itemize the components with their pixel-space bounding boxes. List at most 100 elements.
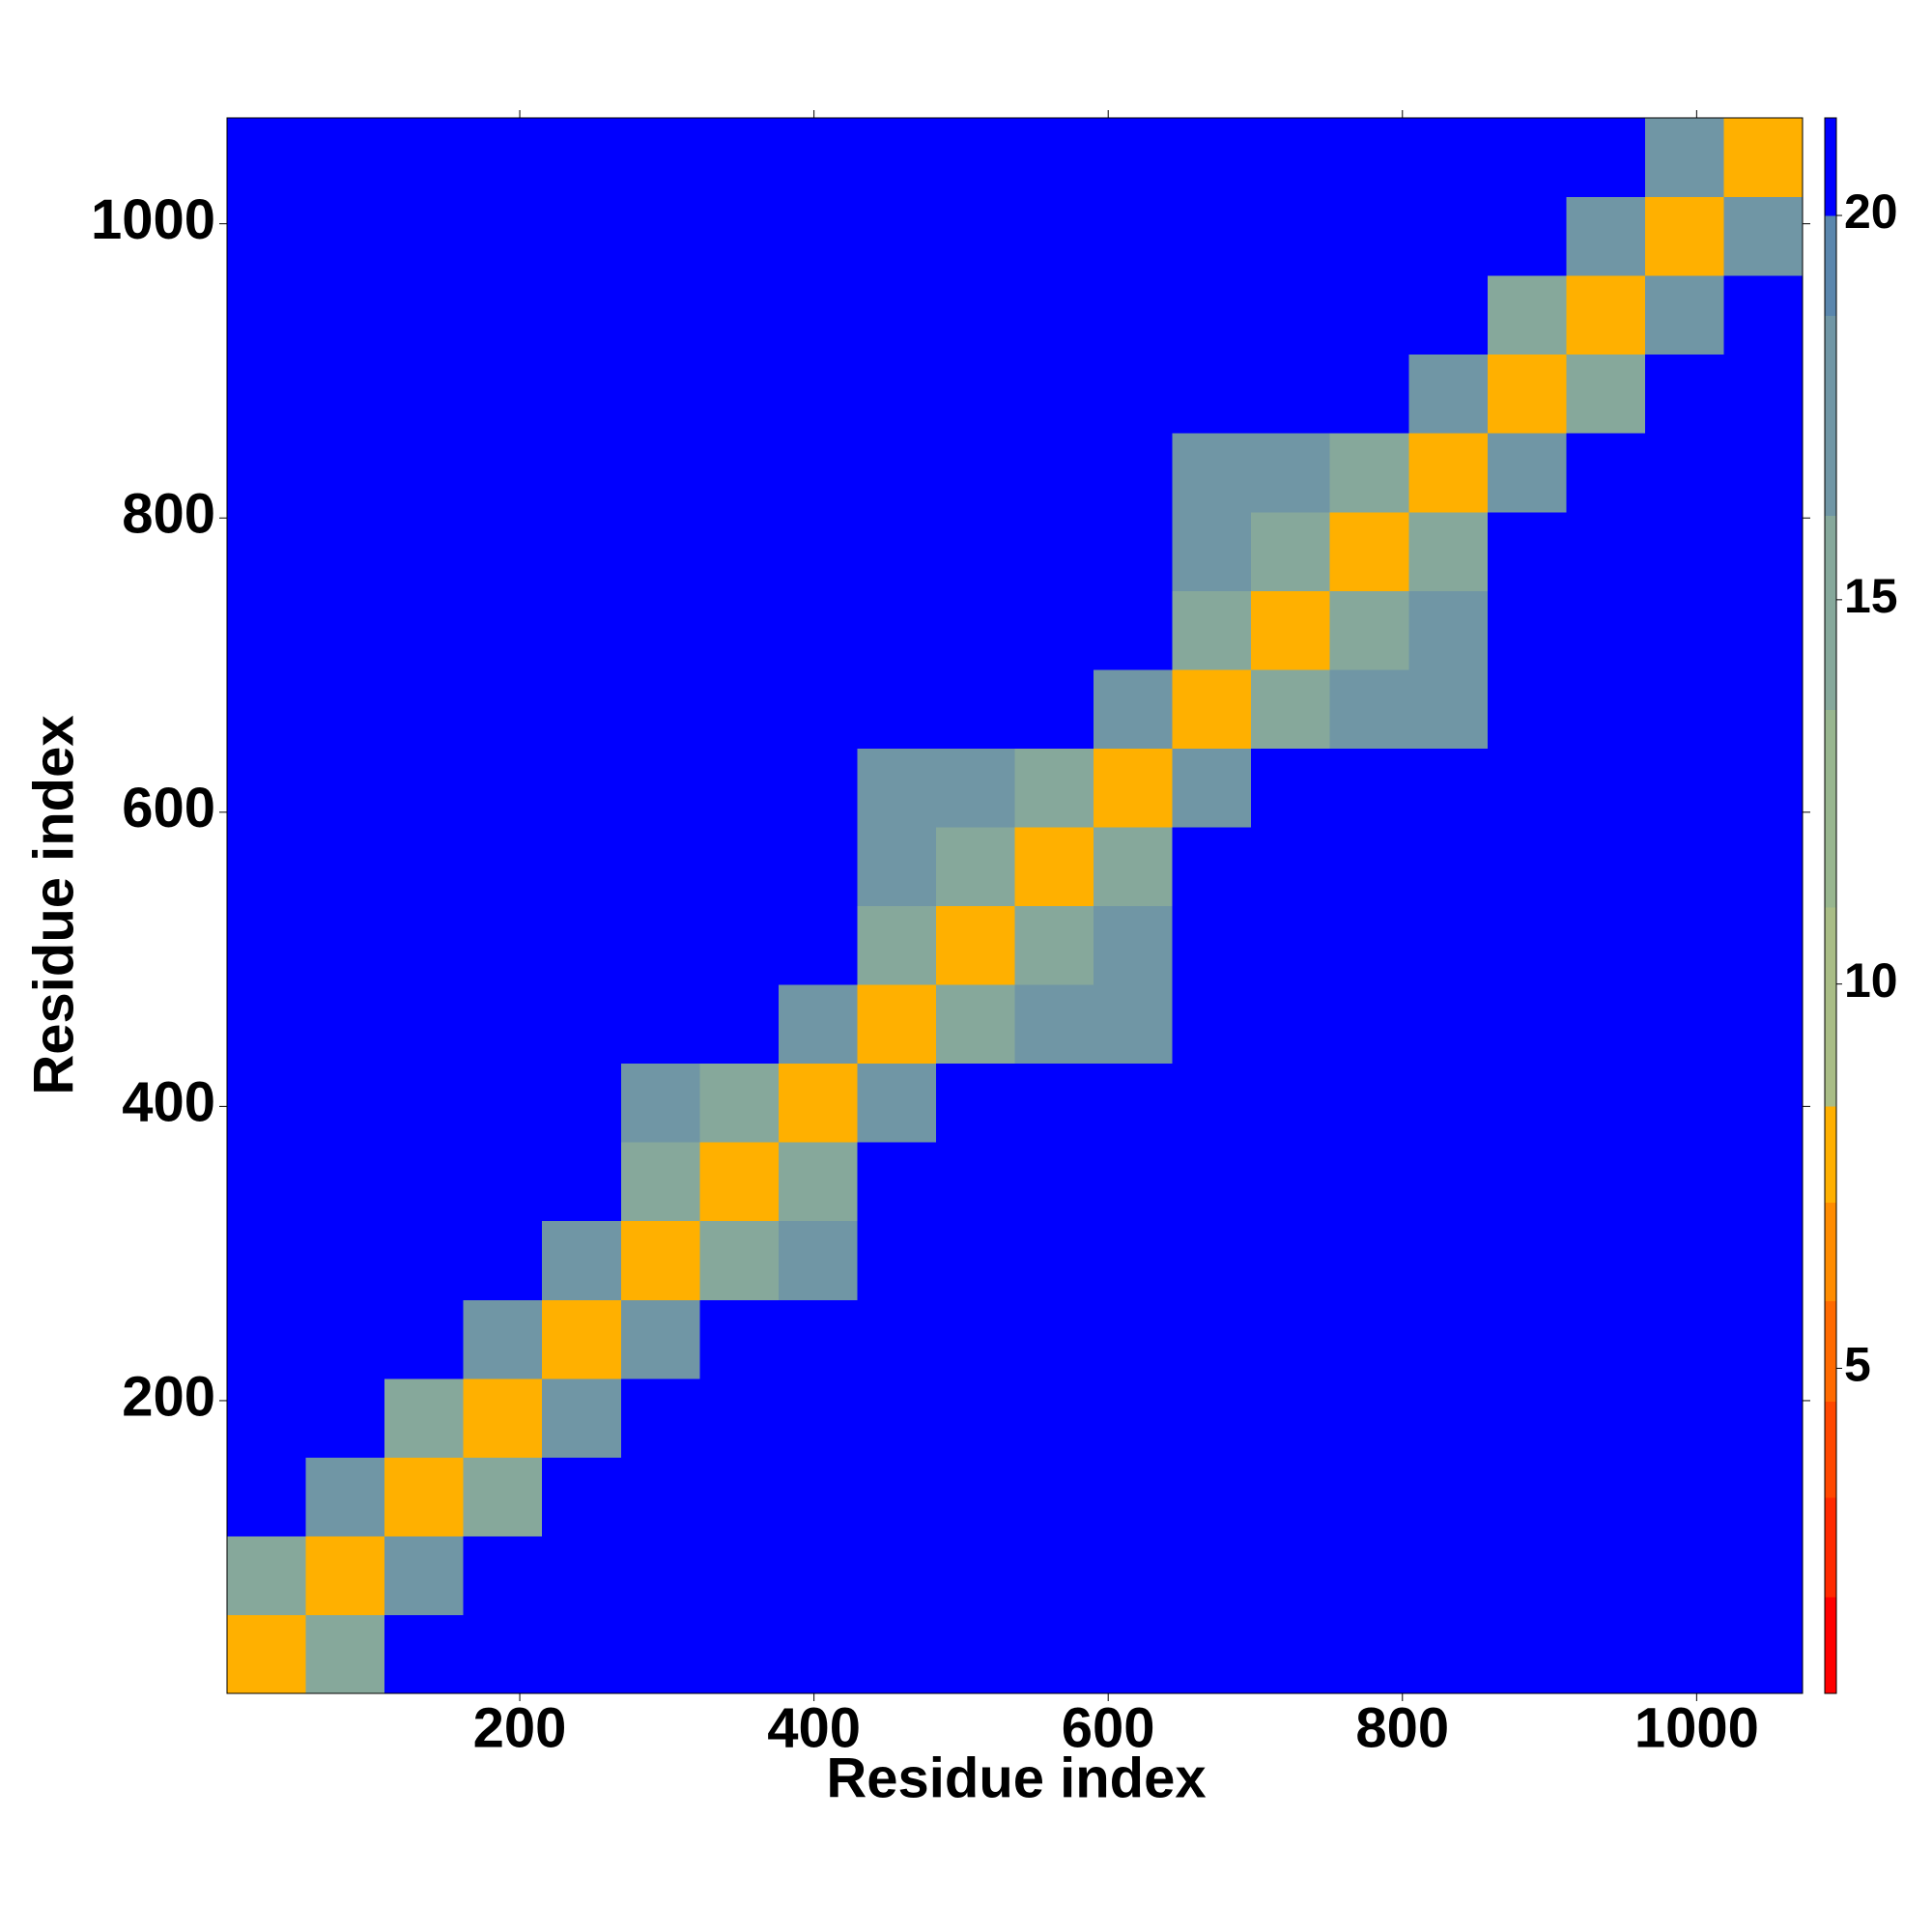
heatmap-cell [1014,1299,1094,1379]
heatmap-cell [305,118,385,198]
heatmap-cell [1487,1063,1567,1143]
heatmap-cell [935,905,1015,985]
heatmap-cell [1014,826,1094,906]
heatmap-cell [1172,984,1252,1065]
heatmap-cell [305,826,385,906]
heatmap-cell [463,984,543,1065]
heatmap-cell [1251,984,1331,1065]
heatmap-cell [857,1299,937,1379]
heatmap-cell [1329,1378,1409,1458]
heatmap-cell [542,826,622,906]
heatmap-cell [1723,905,1804,985]
colorbar-level [1825,1401,1836,1498]
heatmap-cell [699,668,780,749]
heatmap-cell [1408,1457,1489,1537]
heatmap-cell [463,275,543,355]
heatmap-cell [227,826,307,906]
heatmap-cell [1644,826,1724,906]
heatmap-cell [1172,1220,1252,1300]
heatmap-cell [778,1457,858,1537]
heatmap-cell [542,1142,622,1222]
heatmap-cell [1408,1535,1489,1615]
heatmap-cell [1566,433,1646,513]
heatmap-cell [699,275,780,355]
heatmap-cell [227,118,307,198]
heatmap-cell [305,1063,385,1143]
heatmap-cell [384,984,465,1065]
heatmap-cell [778,275,858,355]
heatmap-cell [227,354,307,434]
heatmap-cell [699,433,780,513]
colorbar-level [1825,709,1836,908]
heatmap-cell [1723,1457,1804,1537]
heatmap-cell [1487,590,1567,670]
heatmap-cell [1566,748,1646,828]
heatmap-cell [620,590,700,670]
heatmap-cell [1014,433,1094,513]
heatmap-cell [384,1142,465,1222]
heatmap-cell [1644,590,1724,670]
heatmap-cell [384,1535,465,1615]
heatmap-cell [1251,1220,1331,1300]
heatmap-cell [384,1220,465,1300]
heatmap-cell [1172,196,1252,276]
heatmap-cell [1408,511,1489,591]
heatmap-cell [542,1457,622,1537]
heatmap-cell [778,1378,858,1458]
heatmap-cell [1487,118,1567,198]
heatmap-cell [1329,275,1409,355]
heatmap-cell [384,1614,465,1694]
heatmap-cell [1566,1299,1646,1379]
heatmap-cell [463,1378,543,1458]
heatmap-cell [699,1063,780,1143]
heatmap-cell [778,1614,858,1694]
heatmap-cell [1251,511,1331,591]
heatmap-cell [935,511,1015,591]
heatmap-cell [1172,905,1252,985]
heatmap-cell [1329,748,1409,828]
heatmap-cell [1644,511,1724,591]
heatmap-cell [935,196,1015,276]
heatmap-cell [1094,433,1174,513]
heatmap-cell [778,433,858,513]
heatmap-cell [1094,590,1174,670]
heatmap-cell [935,1457,1015,1537]
heatmap-cell [1329,433,1409,513]
heatmap-cell [1329,668,1409,749]
heatmap-cell [227,1457,307,1537]
colorbar-level [1825,118,1836,216]
heatmap-cell [1723,826,1804,906]
heatmap-cell [1094,1142,1174,1222]
heatmap-cell [1408,275,1489,355]
heatmap-cell [1723,590,1804,670]
heatmap-cell [1094,668,1174,749]
heatmap-cell [463,118,543,198]
heatmap-cell [1723,984,1804,1065]
heatmap-cell [1487,1299,1567,1379]
heatmap-cell [1172,1457,1252,1537]
heatmap-cell [1644,1220,1724,1300]
heatmap-cell [935,590,1015,670]
heatmap-cell [1329,196,1409,276]
heatmap-cell [384,196,465,276]
heatmap-cell [857,590,937,670]
heatmap-cell [1487,826,1567,906]
colorbar-level [1825,1596,1836,1694]
heatmap-cell [620,1378,700,1458]
colorbar-level [1825,1106,1836,1204]
heatmap-cell [305,1614,385,1694]
heatmap-cell [1329,354,1409,434]
heatmap-cell [1172,590,1252,670]
heatmap-cell [778,354,858,434]
heatmap-cell [1644,275,1724,355]
heatmap-cell [699,118,780,198]
heatmap-cell [857,1614,937,1694]
heatmap-cell [1251,433,1331,513]
heatmap-cell [1251,748,1331,828]
heatmap-cell [1487,1457,1567,1537]
heatmap-cell [778,1063,858,1143]
heatmap-cell [1014,984,1094,1065]
heatmap-cell [463,1299,543,1379]
heatmap-cell [463,826,543,906]
x-tick-label: 400 [767,1696,861,1759]
